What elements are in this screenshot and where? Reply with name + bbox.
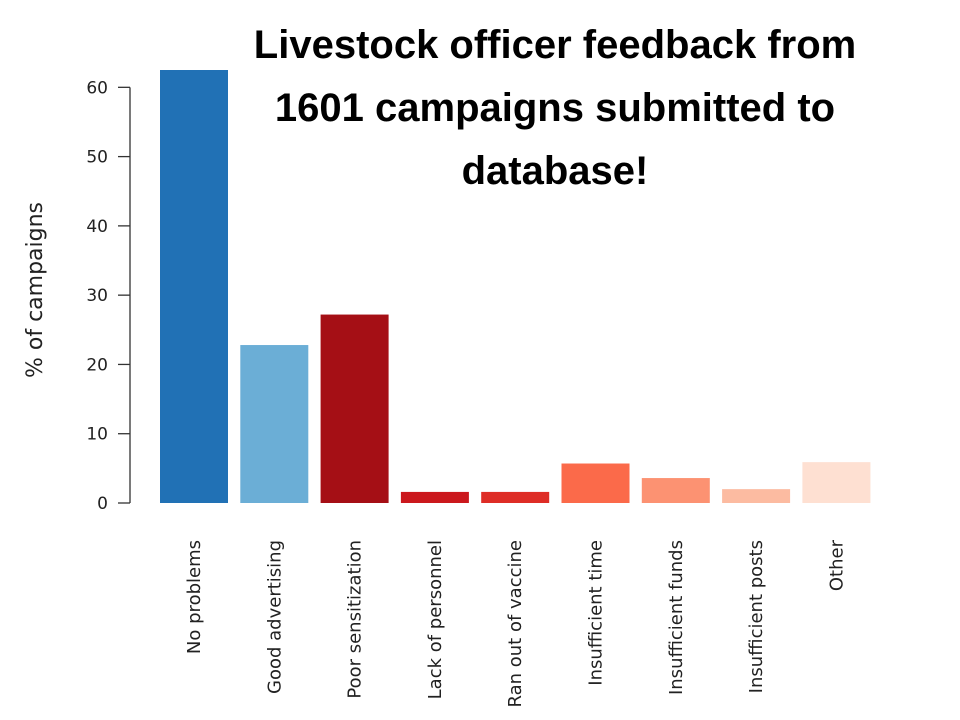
x-tick-label: Lack of personnel: [425, 540, 446, 699]
y-tick-label: 30: [86, 286, 108, 306]
y-tick-label: 60: [86, 78, 108, 98]
y-tick-label: 50: [86, 148, 108, 168]
chart-title: Livestock officer feedback from 1601 cam…: [253, 23, 857, 193]
x-tick-label: Poor sensitization: [345, 540, 366, 699]
x-tick-label: Good advertising: [264, 540, 285, 694]
bar: [320, 314, 389, 503]
y-tick-label: 0: [97, 494, 108, 514]
x-tick-label: Insufficient funds: [666, 540, 687, 695]
y-tick-label: 40: [86, 217, 108, 237]
bar: [561, 463, 630, 503]
x-tick-label: Other: [826, 539, 847, 591]
bar: [722, 489, 791, 503]
x-tick-label: Insufficient posts: [746, 540, 767, 693]
bar: [240, 345, 309, 503]
y-tick-label: 10: [86, 425, 108, 445]
x-axis-labels: No problems Good advertising Poor sensitiz…: [184, 539, 847, 707]
y-axis: 0 10 20 30 40 50 60: [86, 78, 131, 514]
bar: [641, 478, 710, 503]
x-tick-label: Ran out of vaccine: [505, 540, 526, 708]
x-tick-label: Insufficient time: [586, 540, 607, 686]
y-axis-title: % of campaigns: [23, 202, 48, 378]
bar: [802, 462, 871, 503]
x-tick-label: No problems: [184, 540, 205, 654]
bar: [400, 491, 469, 503]
bar: [481, 491, 550, 503]
bar: [160, 70, 228, 503]
y-tick-label: 20: [86, 355, 108, 375]
bars: [160, 70, 871, 503]
